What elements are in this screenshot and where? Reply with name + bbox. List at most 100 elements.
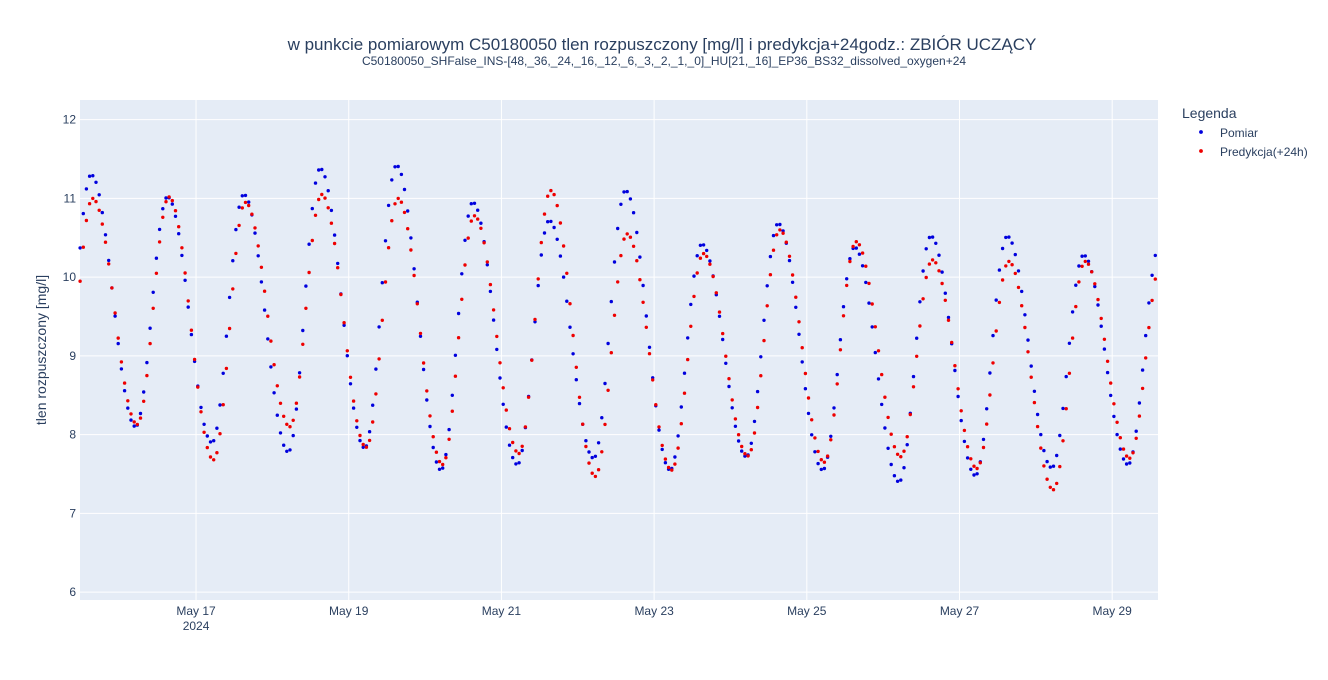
point-predykcja bbox=[472, 214, 477, 218]
point-predykcja bbox=[377, 357, 381, 361]
point-pomiar bbox=[867, 301, 871, 305]
point-pomiar bbox=[402, 187, 407, 192]
point-pomiar bbox=[501, 402, 505, 406]
point-predykcja bbox=[1000, 278, 1005, 282]
point-predykcja bbox=[256, 244, 260, 248]
point-predykcja bbox=[126, 399, 130, 403]
point-pomiar bbox=[291, 433, 295, 438]
point-pomiar bbox=[472, 201, 477, 205]
point-pomiar bbox=[819, 467, 823, 472]
point-pomiar bbox=[701, 243, 706, 247]
point-pomiar bbox=[243, 193, 248, 198]
point-pomiar bbox=[584, 439, 588, 443]
point-pomiar bbox=[864, 280, 868, 285]
point-pomiar bbox=[189, 332, 194, 337]
point-predykcja bbox=[135, 422, 139, 427]
point-pomiar bbox=[1109, 393, 1113, 398]
point-predykcja bbox=[463, 263, 467, 267]
point-pomiar bbox=[660, 447, 664, 452]
point-pomiar bbox=[536, 283, 540, 288]
point-predykcja bbox=[1096, 297, 1100, 302]
point-predykcja bbox=[326, 206, 330, 210]
point-pomiar bbox=[857, 252, 862, 256]
point-pomiar bbox=[107, 258, 111, 263]
point-predykcja bbox=[243, 200, 248, 205]
point-predykcja bbox=[157, 240, 162, 244]
legend-item-predykcja[interactable]: Predykcja(+24h) bbox=[1220, 145, 1308, 159]
point-predykcja bbox=[857, 243, 862, 247]
point-predykcja bbox=[431, 435, 435, 439]
point-predykcja bbox=[883, 395, 887, 399]
point-pomiar bbox=[183, 278, 187, 282]
point-pomiar bbox=[991, 333, 995, 338]
y-tick-label: 10 bbox=[63, 270, 77, 284]
point-pomiar bbox=[412, 267, 416, 271]
point-predykcja bbox=[495, 334, 499, 339]
point-predykcja bbox=[1013, 271, 1017, 276]
point-predykcja bbox=[819, 458, 823, 462]
point-pomiar bbox=[997, 268, 1002, 272]
point-predykcja bbox=[603, 422, 607, 427]
y-tick-labels: 6 7 8 9 10 11 12 bbox=[63, 113, 77, 599]
point-pomiar bbox=[625, 189, 629, 194]
point-predykcja bbox=[396, 196, 400, 201]
point-predykcja bbox=[943, 298, 947, 302]
point-predykcja bbox=[771, 248, 776, 252]
point-predykcja bbox=[507, 427, 512, 431]
point-predykcja bbox=[1061, 439, 1065, 443]
point-pomiar bbox=[829, 434, 833, 438]
point-predykcja bbox=[307, 270, 311, 275]
point-pomiar bbox=[889, 462, 893, 467]
point-pomiar bbox=[975, 472, 979, 476]
point-predykcja bbox=[1105, 359, 1110, 363]
x-tick-label: May 27 bbox=[940, 604, 980, 618]
point-predykcja bbox=[278, 401, 283, 405]
point-pomiar bbox=[860, 264, 865, 268]
point-pomiar bbox=[81, 211, 86, 216]
point-pomiar bbox=[841, 305, 846, 309]
point-pomiar bbox=[495, 347, 499, 352]
point-predykcja bbox=[641, 300, 645, 304]
point-pomiar bbox=[145, 360, 149, 365]
point-pomiar bbox=[880, 402, 884, 407]
point-predykcja bbox=[441, 462, 445, 467]
point-pomiar bbox=[717, 314, 722, 318]
point-predykcja bbox=[250, 212, 254, 216]
point-pomiar bbox=[1039, 432, 1043, 437]
point-predykcja bbox=[1010, 263, 1014, 267]
point-pomiar bbox=[778, 222, 782, 227]
point-pomiar bbox=[116, 341, 120, 346]
point-predykcja bbox=[129, 412, 133, 416]
point-predykcja bbox=[825, 454, 830, 458]
legend-item-pomiar[interactable]: Pomiar bbox=[1220, 126, 1258, 140]
point-pomiar bbox=[1115, 432, 1119, 437]
point-pomiar bbox=[679, 405, 683, 409]
point-pomiar bbox=[202, 422, 206, 426]
point-predykcja bbox=[730, 398, 734, 402]
point-predykcja bbox=[953, 364, 957, 368]
point-pomiar bbox=[1140, 368, 1145, 372]
point-pomiar bbox=[1055, 453, 1059, 458]
point-predykcja bbox=[568, 302, 572, 306]
point-predykcja bbox=[1140, 386, 1145, 391]
point-pomiar bbox=[1013, 252, 1017, 257]
point-pomiar bbox=[915, 336, 919, 340]
point-pomiar bbox=[87, 174, 92, 178]
point-pomiar bbox=[1051, 464, 1056, 468]
point-predykcja bbox=[822, 460, 827, 464]
point-predykcja bbox=[1093, 282, 1097, 286]
point-predykcja bbox=[997, 300, 1002, 305]
point-pomiar bbox=[240, 194, 244, 198]
point-predykcja bbox=[1102, 337, 1107, 341]
point-pomiar bbox=[97, 193, 101, 197]
point-pomiar bbox=[361, 445, 365, 449]
point-pomiar bbox=[485, 263, 489, 267]
point-predykcja bbox=[1083, 259, 1088, 264]
point-predykcja bbox=[701, 251, 706, 256]
point-pomiar bbox=[256, 254, 260, 258]
point-predykcja bbox=[374, 392, 378, 396]
x-tick-label: May 21 bbox=[482, 604, 522, 618]
point-pomiar bbox=[749, 441, 753, 445]
point-predykcja bbox=[1032, 400, 1037, 405]
